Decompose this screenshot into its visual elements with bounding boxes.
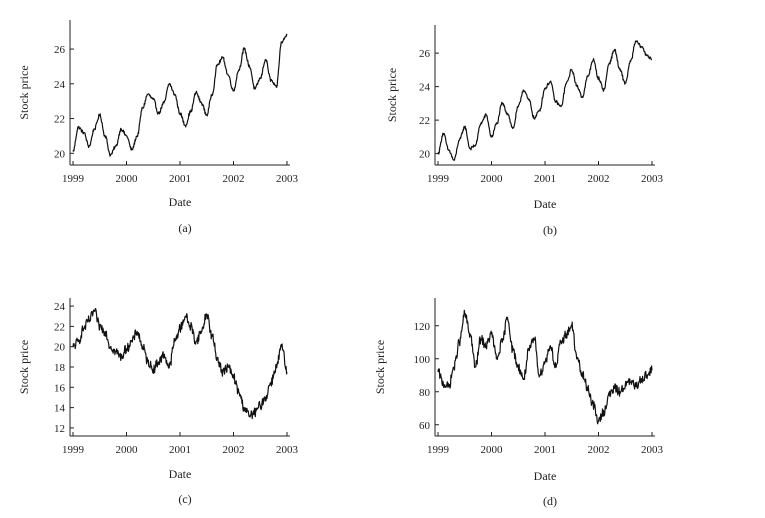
y-axis-label: Stock price xyxy=(385,68,399,122)
x-tick-label: 1999 xyxy=(427,444,450,456)
series-line xyxy=(72,308,288,420)
y-tick-label: 18 xyxy=(54,362,66,374)
x-tick-label: 2001 xyxy=(534,444,556,456)
chart-panel: 1999 2000 2001 2002 2003 20 22 24 26 Date Stock pr… xyxy=(17,20,299,235)
x-axis-label: Date xyxy=(534,469,557,483)
x-tick-label: 2001 xyxy=(169,444,191,456)
y-tick-label: 60 xyxy=(419,420,431,432)
y-tick-label: 120 xyxy=(414,321,431,333)
y-tick-label: 24 xyxy=(54,301,66,313)
panel-caption: (d) xyxy=(543,494,557,508)
x-tick-label: 2002 xyxy=(588,444,610,456)
x-tick-label: 2003 xyxy=(276,444,299,456)
y-tick-label: 100 xyxy=(414,354,431,366)
x-axis-label: Date xyxy=(169,195,192,209)
x-tick-label: 2000 xyxy=(481,173,504,185)
series-line xyxy=(72,33,288,157)
x-tick-label: 2000 xyxy=(116,173,139,185)
y-tick-label: 26 xyxy=(54,44,66,56)
y-tick-label: 20 xyxy=(54,148,66,160)
x-tick-label: 2001 xyxy=(169,173,191,185)
y-tick-label: 22 xyxy=(419,115,430,127)
x-tick-label: 2003 xyxy=(276,173,299,185)
y-axis-label: Stock price xyxy=(17,65,31,119)
y-tick-label: 12 xyxy=(54,423,65,435)
y-tick-label: 80 xyxy=(419,387,431,399)
x-tick-label: 2002 xyxy=(223,444,245,456)
x-tick-label: 2003 xyxy=(641,173,664,185)
y-tick-label: 24 xyxy=(419,82,431,94)
y-tick-label: 20 xyxy=(419,149,431,161)
x-tick-label: 2002 xyxy=(223,173,245,185)
y-axis-label: Stock price xyxy=(17,340,31,394)
x-tick-label: 1999 xyxy=(427,173,450,185)
y-tick-label: 22 xyxy=(54,114,65,126)
chart-panel: 1999 2000 2001 2002 2003 60 80 100 120 Date Stock … xyxy=(373,298,664,508)
x-tick-label: 1999 xyxy=(62,444,85,456)
x-tick-label: 2000 xyxy=(116,444,139,456)
y-tick-label: 20 xyxy=(54,342,66,354)
x-axis-label: Date xyxy=(534,197,557,211)
series-line xyxy=(437,40,653,161)
panel-caption: (c) xyxy=(178,492,191,506)
panel-caption: (a) xyxy=(178,221,191,235)
x-axis-label: Date xyxy=(169,467,192,481)
x-tick-label: 1999 xyxy=(62,173,85,185)
chart-panel: 1999 2000 2001 2002 2003 12 14 16 18 20 22 24 Date St… xyxy=(17,298,299,506)
y-axis-label: Stock price xyxy=(373,340,387,394)
panel-caption: (b) xyxy=(543,223,557,237)
y-tick-label: 14 xyxy=(54,403,66,415)
y-tick-label: 26 xyxy=(419,48,431,60)
x-tick-label: 2001 xyxy=(534,173,556,185)
y-tick-label: 22 xyxy=(54,321,65,333)
y-tick-label: 24 xyxy=(54,79,66,91)
x-tick-label: 2003 xyxy=(641,444,664,456)
chart-panel: 1999 2000 2001 2002 2003 20 22 24 26 Date Stock pr… xyxy=(385,25,664,237)
x-tick-label: 2000 xyxy=(481,444,504,456)
series-line xyxy=(437,309,653,425)
x-tick-label: 2002 xyxy=(588,173,610,185)
y-tick-label: 16 xyxy=(54,382,66,394)
